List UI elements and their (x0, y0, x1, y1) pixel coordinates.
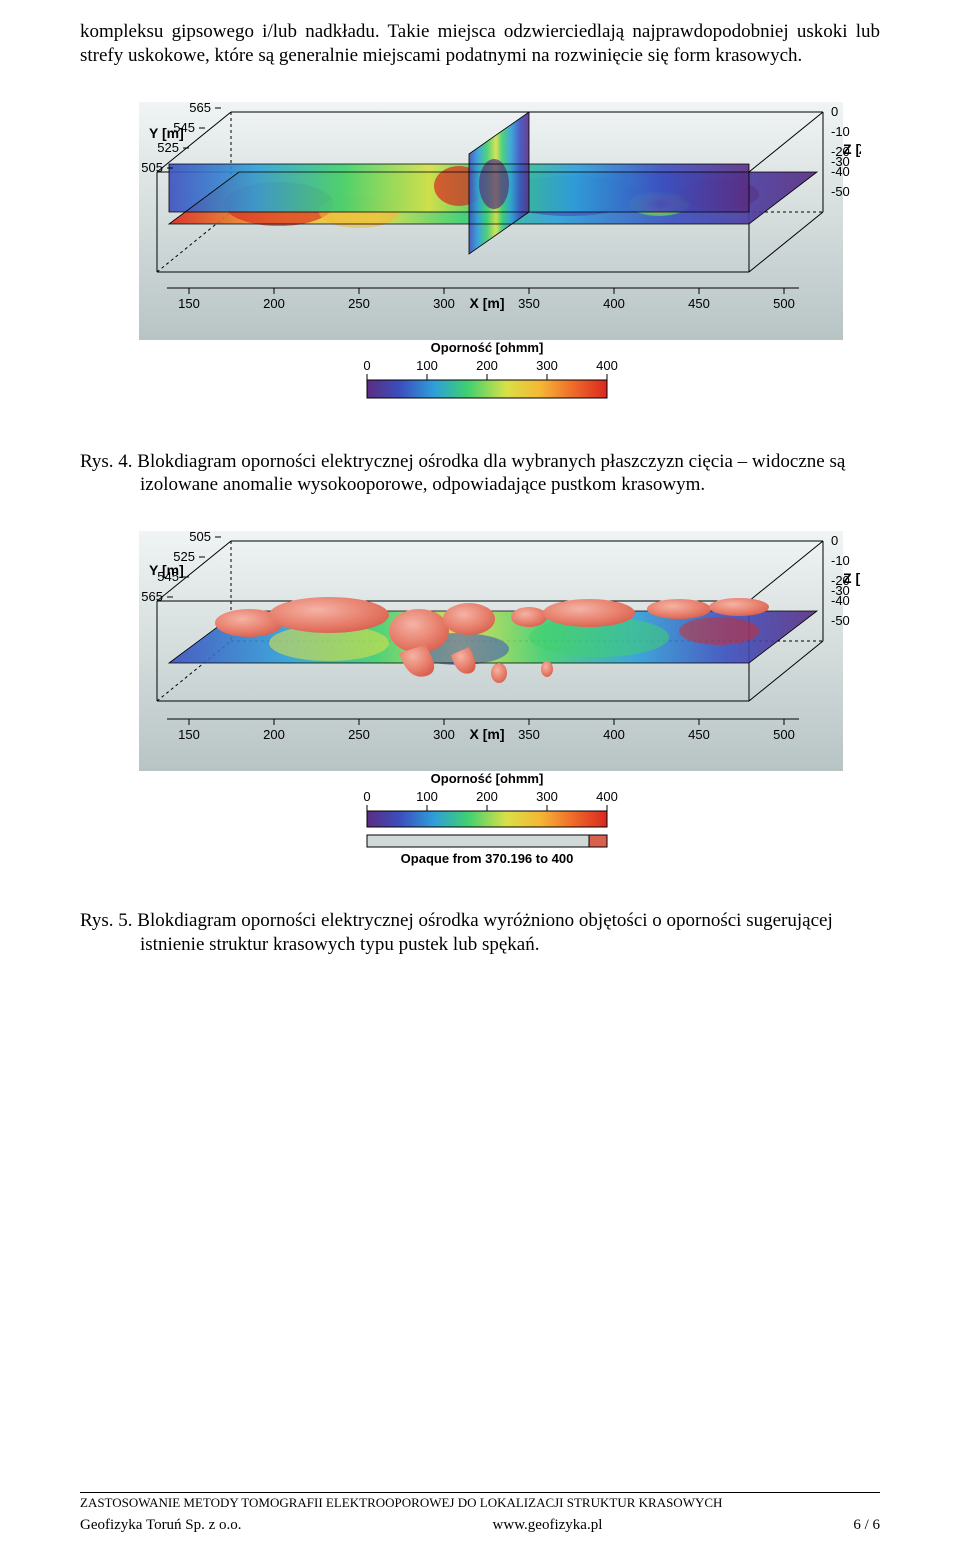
footer-rule (80, 1492, 880, 1493)
figure-4-caption: Rys. 4. Blokdiagram oporności elektryczn… (80, 450, 880, 498)
fig4-xtick: 250 (348, 296, 370, 311)
footer-center: www.geofizyka.pl (493, 1517, 603, 1534)
fig4-colorbar-title: Oporność [ohmm] (431, 340, 544, 355)
fig5-xtick: 150 (178, 727, 200, 742)
fig5-cbtick: 0 (363, 789, 370, 804)
fig4-ytick: 505 (141, 160, 163, 175)
fig4-zlabel-2: Z [m] (843, 141, 861, 157)
fig4-ztick: -10 (831, 124, 850, 139)
fig5-ztick: 0 (831, 533, 838, 548)
footer-right: 6 / 6 (853, 1517, 880, 1534)
fig4-cbtick: 400 (596, 358, 618, 373)
fig5-xtick: 500 (773, 727, 795, 742)
fig4-xtick: 450 (688, 296, 710, 311)
fig4-xtick: 150 (178, 296, 200, 311)
fig5-cbtick: 100 (416, 789, 438, 804)
fig4-ylabel: Y [m] (149, 125, 184, 141)
fig5-zlabel: Z [m] (843, 570, 861, 586)
footer-left: Geofizyka Toruń Sp. z o.o. (80, 1517, 242, 1534)
fig5-ztick: -50 (831, 613, 850, 628)
fig5-ytick: 505 (189, 529, 211, 544)
fig5-cbtick: 300 (536, 789, 558, 804)
fig5-xtick: 250 (348, 727, 370, 742)
fig4-xtick: 350 (518, 296, 540, 311)
fig4-cbtick: 100 (416, 358, 438, 373)
fig5-opaque-label: Opaque from 370.196 to 400 (401, 851, 574, 866)
fig5-cbtick: 200 (476, 789, 498, 804)
intro-paragraph: kompleksu gipsowego i/lub nadkładu. Taki… (80, 20, 880, 68)
fig5-ytick: 565 (141, 589, 163, 604)
fig4-xtick: 400 (603, 296, 625, 311)
fig4-xtick: 500 (773, 296, 795, 311)
fig5-xtick: 300 (433, 727, 455, 742)
fig4-cbtick: 200 (476, 358, 498, 373)
fig5-xtick: 350 (518, 727, 540, 742)
fig5-xlabel: X [m] (470, 726, 505, 742)
fig4-cbtick: 300 (536, 358, 558, 373)
fig5-ztick: -10 (831, 553, 850, 568)
fig5-xtick: 200 (263, 727, 285, 742)
fig4-ztick: -50 (831, 184, 850, 199)
fig5-xtick: 400 (603, 727, 625, 742)
fig4-xlabel: X [m] (470, 295, 505, 311)
figure-4: 565 545 525 505 Y [m] 0 -10 -20 -40 -50 … (99, 94, 861, 424)
fig4-xtick: 300 (433, 296, 455, 311)
fig5-ylabel: Y [m] (149, 562, 184, 578)
fig5-cbtick: 400 (596, 789, 618, 804)
fig4-ytick: 565 (189, 100, 211, 115)
fig4-ytick: 525 (157, 140, 179, 155)
fig4-ztick: 0 (831, 104, 838, 119)
figure-5: 505 525 545 565 Y [m] 0 -10 -20 -40 -50 … (99, 523, 861, 883)
fig4-xtick: 200 (263, 296, 285, 311)
fig5-colorbar-title: Oporność [ohmm] (431, 771, 544, 786)
fig5-xtick: 450 (688, 727, 710, 742)
page-footer: ZASTOSOWANIE METODY TOMOGRAFII ELEKTROOP… (80, 1472, 880, 1534)
figure-5-caption: Rys. 5. Blokdiagram oporności elektryczn… (80, 909, 880, 957)
fig4-cbtick: 0 (363, 358, 370, 373)
footer-title: ZASTOSOWANIE METODY TOMOGRAFII ELEKTROOP… (80, 1495, 880, 1511)
